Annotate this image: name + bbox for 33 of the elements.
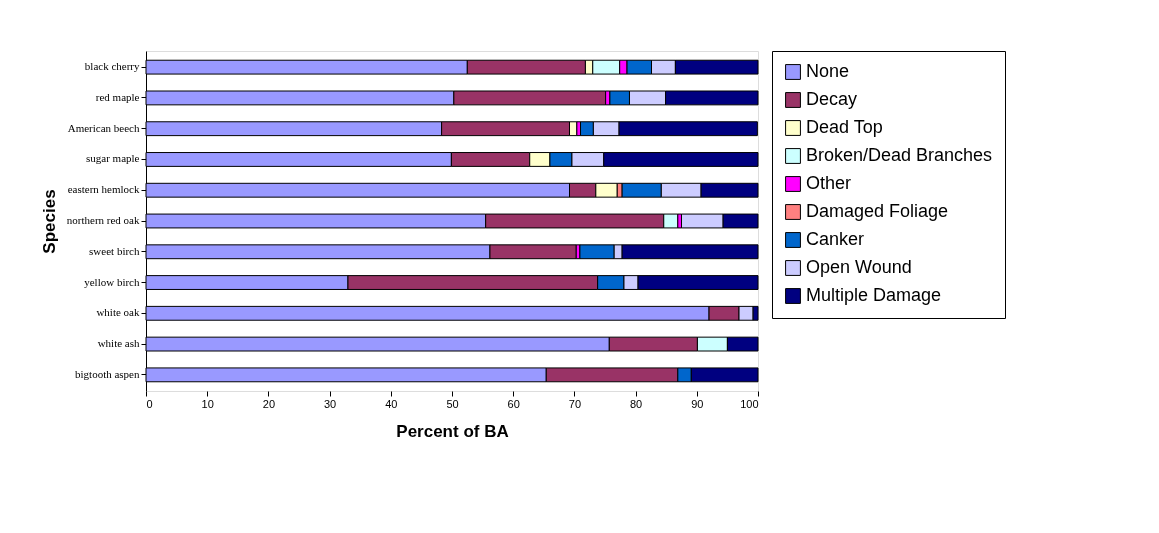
x-tick-label: 20 xyxy=(262,397,276,410)
x-tick-label: 0 xyxy=(146,397,153,410)
y-tick-label: black cherry xyxy=(84,60,140,73)
y-tick-label: bigtooth aspen xyxy=(75,367,140,380)
y-tick-label: sugar maple xyxy=(86,152,140,165)
y-tick-label: red maple xyxy=(95,90,140,103)
y-tick-label: northern red oak xyxy=(66,214,140,226)
x-axis-title: Percent of BA xyxy=(396,421,509,441)
y-tick-label: white ash xyxy=(97,337,140,350)
x-tick-label: 10 xyxy=(201,397,214,410)
legend-label: Dead Top xyxy=(806,117,883,137)
legend-label: Canker xyxy=(806,229,865,249)
legend-label: Damaged Foliage xyxy=(806,201,949,221)
x-tick-label: 40 xyxy=(385,397,398,410)
y-tick-label: sweet birch xyxy=(89,244,140,257)
legend-label: Multiple Damage xyxy=(806,285,942,305)
x-tick-label: 50 xyxy=(446,397,459,410)
y-tick-label: yellow birch xyxy=(84,275,140,288)
x-tick-label: 80 xyxy=(629,397,643,410)
legend-label: Other xyxy=(806,173,852,193)
legend-label: Decay xyxy=(806,89,858,109)
x-tick-label: 100 xyxy=(740,397,759,410)
y-axis-title: Species xyxy=(39,189,59,254)
x-tick-label: 30 xyxy=(323,397,337,410)
y-tick-label: white oak xyxy=(96,306,140,319)
x-tick-label: 60 xyxy=(507,397,520,410)
legend-label: Broken/Dead Branches xyxy=(806,145,993,165)
legend-label: Open Wound xyxy=(806,257,912,277)
y-tick-label: American beech xyxy=(67,121,140,134)
y-tick-label: eastern hemlock xyxy=(67,183,140,196)
x-tick-label: 90 xyxy=(691,397,704,410)
x-tick-label: 70 xyxy=(568,397,582,410)
legend-label: None xyxy=(806,61,850,81)
